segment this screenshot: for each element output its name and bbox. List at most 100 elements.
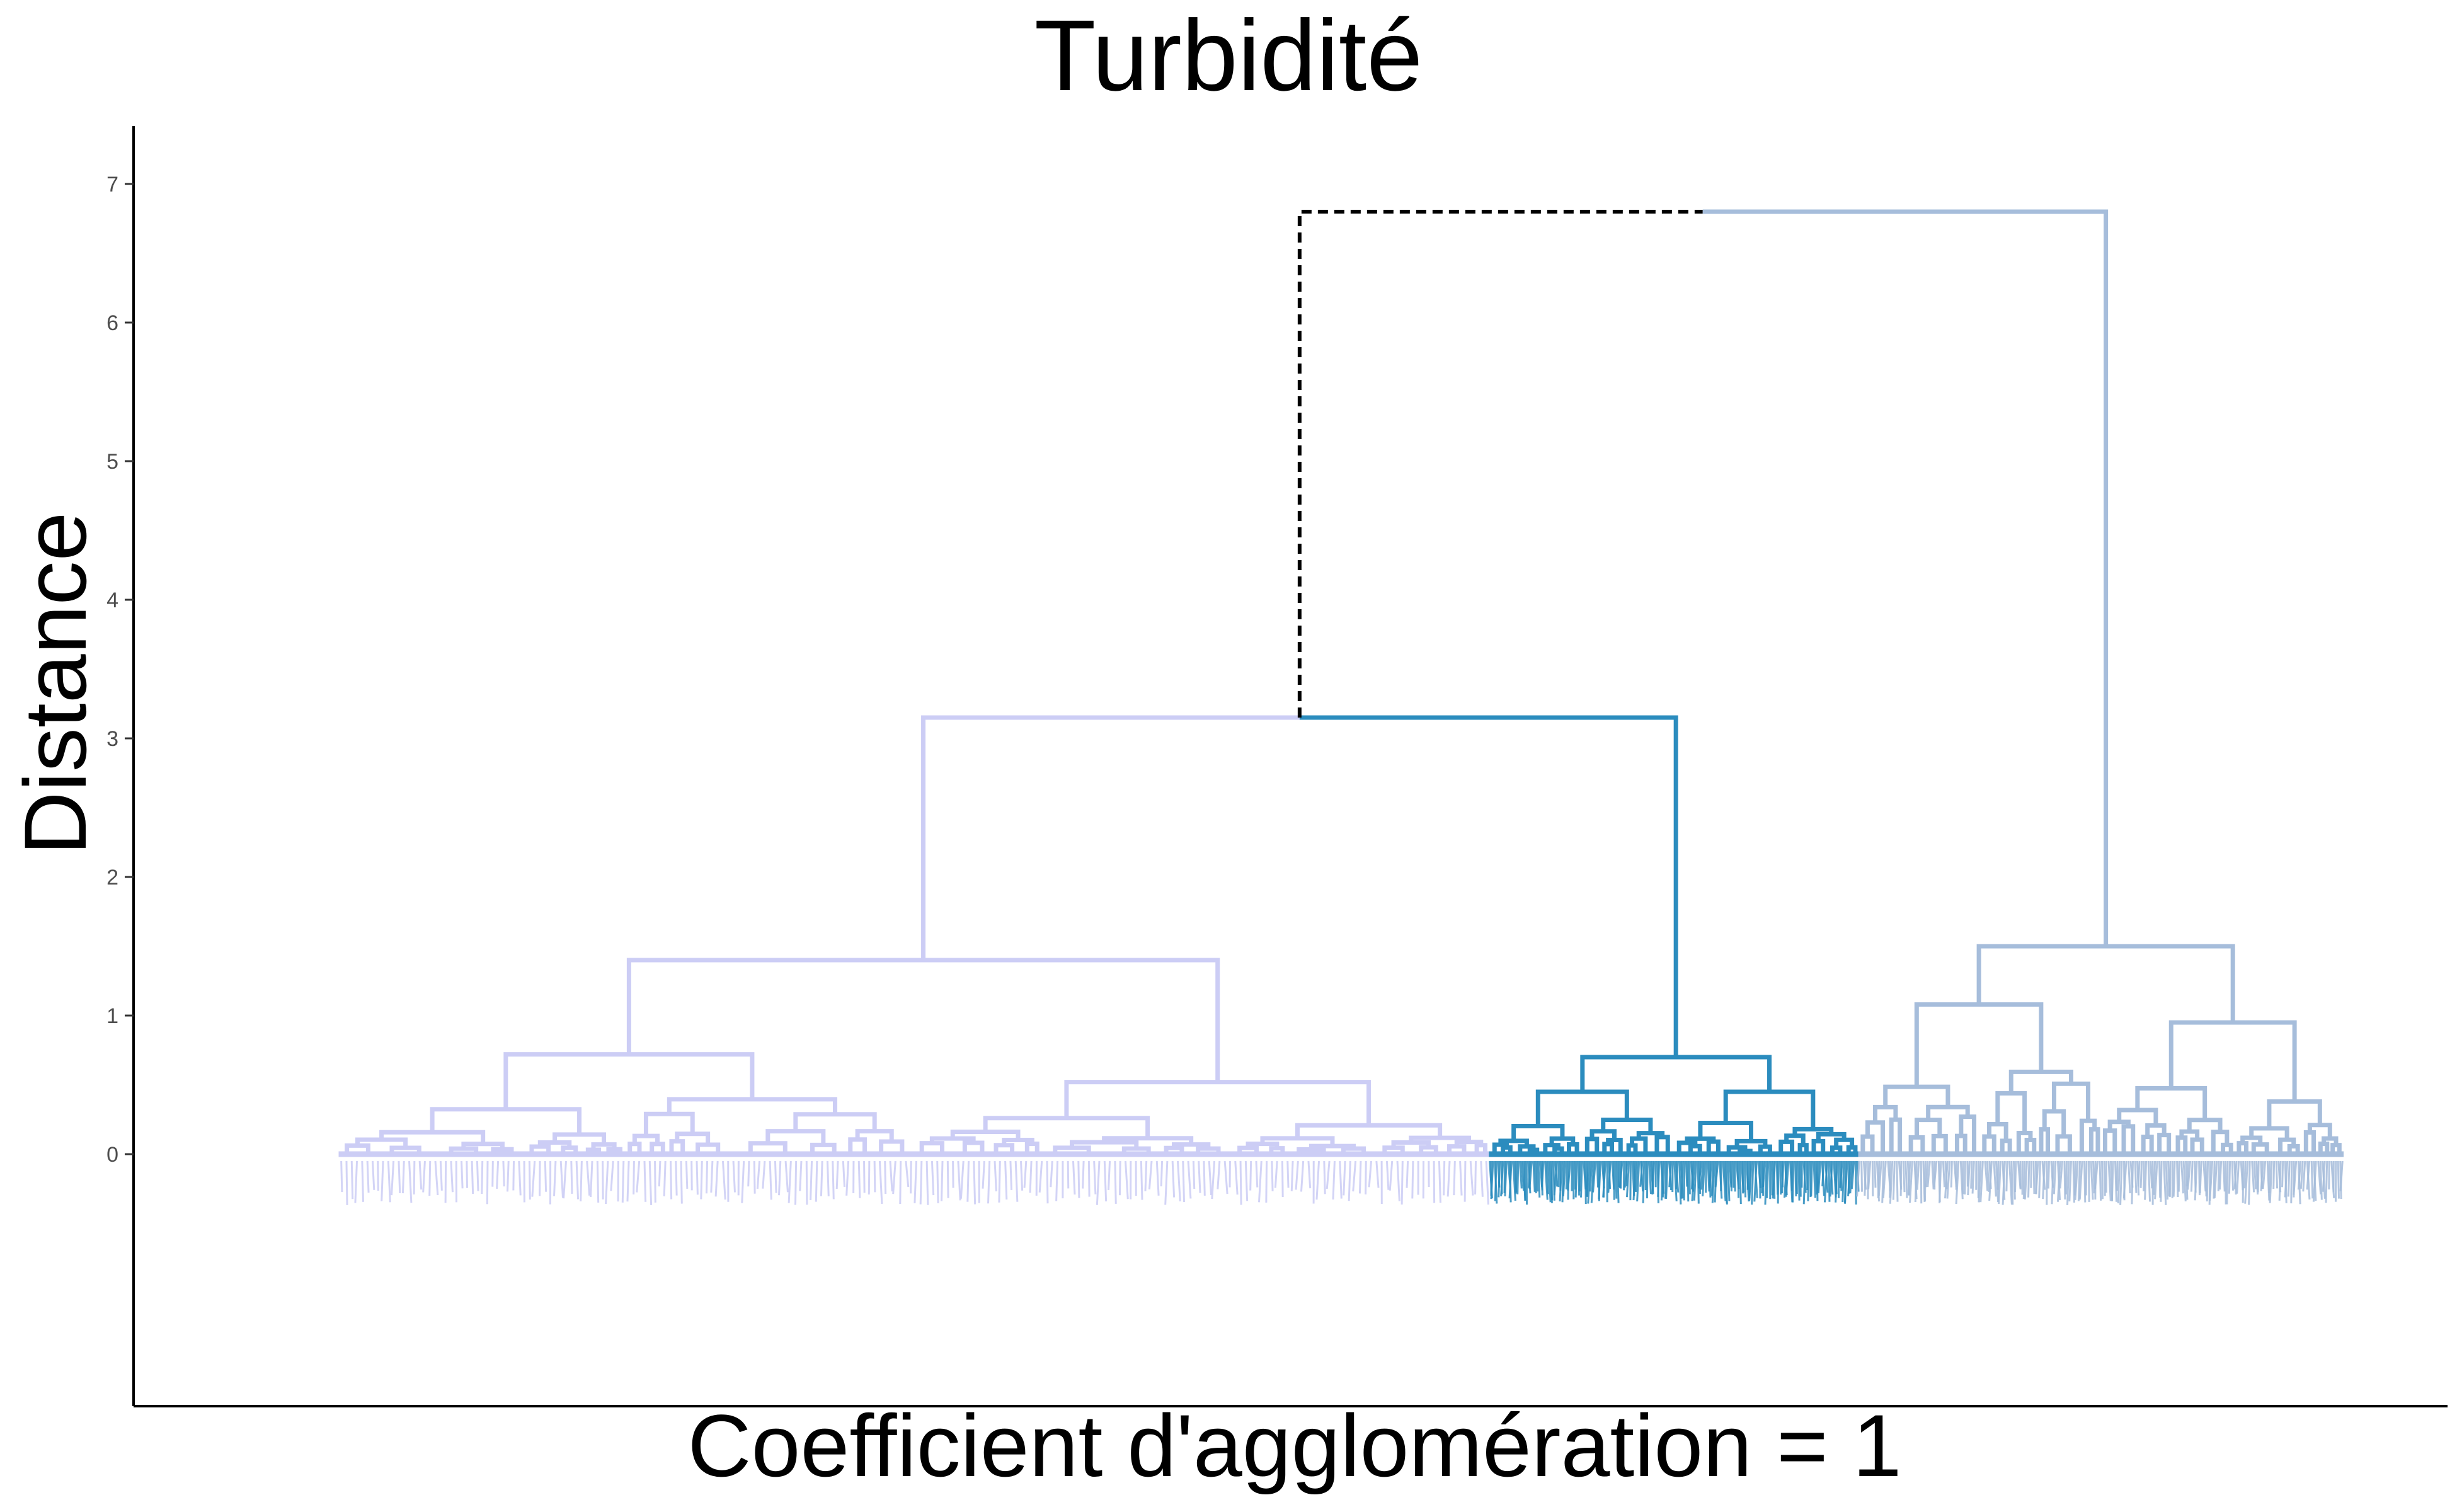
leaf-label bbox=[1625, 1160, 1630, 1198]
leaf-label bbox=[1602, 1160, 1606, 1198]
branch bbox=[491, 1147, 514, 1154]
branch bbox=[2039, 1127, 2050, 1154]
y-tick-label: 1 bbox=[106, 1004, 118, 1028]
branch bbox=[2042, 1109, 2066, 1137]
leaf-label bbox=[559, 1160, 564, 1198]
leaf-label bbox=[741, 1160, 745, 1203]
leaf-label bbox=[1323, 1160, 1326, 1194]
leaf-label bbox=[1847, 1160, 1852, 1196]
leaf-label bbox=[1739, 1160, 1742, 1205]
branch bbox=[1685, 1136, 1716, 1143]
leaf-label bbox=[873, 1160, 876, 1193]
leaf-label bbox=[1700, 1160, 1704, 1190]
leaf-label bbox=[794, 1160, 798, 1205]
leaf-label bbox=[1896, 1160, 1899, 1202]
leaf-label bbox=[1810, 1160, 1813, 1196]
leaf-label bbox=[832, 1160, 835, 1200]
leaf-label bbox=[1587, 1160, 1591, 1204]
leaf-label bbox=[1642, 1160, 1646, 1203]
leaf-label bbox=[2310, 1160, 2314, 1199]
leaf-label bbox=[1164, 1160, 1169, 1205]
leaf-label bbox=[2128, 1160, 2131, 1194]
x-axis-label: Coefficient d'agglomération = 1 bbox=[687, 1396, 1902, 1495]
chart-title: Turbidité bbox=[1034, 0, 1423, 112]
leaf-label bbox=[1710, 1160, 1714, 1196]
branch bbox=[1834, 1137, 1855, 1148]
leaf-label bbox=[471, 1160, 474, 1194]
leaf-label bbox=[1864, 1160, 1867, 1196]
leaf-label bbox=[1931, 1160, 1935, 1189]
merge-1-2-right bbox=[1299, 715, 1678, 1057]
leaf-label bbox=[769, 1160, 772, 1200]
leaf-label bbox=[705, 1160, 709, 1194]
leaf-label bbox=[1096, 1160, 1101, 1205]
leaf-label bbox=[973, 1160, 976, 1205]
leaf-label bbox=[815, 1160, 818, 1202]
leaf-label bbox=[1772, 1160, 1777, 1199]
leaf-label bbox=[1942, 1160, 1946, 1188]
branch bbox=[449, 1146, 479, 1154]
branch bbox=[2318, 1141, 2330, 1154]
leaf-label bbox=[1586, 1160, 1590, 1196]
leaf-label bbox=[1244, 1160, 1249, 1201]
leaf-label bbox=[1892, 1160, 1896, 1200]
leaf-label bbox=[1519, 1160, 1523, 1189]
leaf-label bbox=[1698, 1160, 1702, 1189]
leaf-label bbox=[439, 1160, 443, 1191]
leaf-label bbox=[2059, 1160, 2063, 1189]
leaf-label bbox=[1955, 1160, 1960, 1205]
leaf-label bbox=[553, 1160, 557, 1196]
leaf-label bbox=[2275, 1160, 2279, 1189]
leaf-label bbox=[2038, 1160, 2041, 1198]
leaf-label bbox=[1590, 1160, 1595, 1203]
branch bbox=[1580, 1055, 1772, 1092]
leaf-label bbox=[1255, 1160, 1259, 1188]
leaf-label bbox=[401, 1160, 405, 1194]
branch bbox=[1830, 1145, 1843, 1154]
leaf-label bbox=[1783, 1160, 1788, 1198]
leaf-label bbox=[486, 1160, 489, 1205]
leaf-label bbox=[1821, 1160, 1825, 1187]
branch bbox=[675, 1131, 711, 1145]
leaf-label bbox=[2147, 1160, 2151, 1202]
leaf-label bbox=[610, 1160, 614, 1191]
y-tick-label: 6 bbox=[106, 311, 118, 335]
leaf-label bbox=[2217, 1160, 2220, 1191]
branch bbox=[2121, 1124, 2136, 1154]
leaf-label bbox=[1257, 1160, 1263, 1203]
leaf-label bbox=[1727, 1160, 1731, 1201]
leaf-label bbox=[1029, 1160, 1033, 1193]
leaf-label bbox=[2284, 1160, 2289, 1198]
branch bbox=[627, 1142, 642, 1154]
leaf-label bbox=[1171, 1160, 1176, 1198]
leaf-label bbox=[1673, 1160, 1678, 1201]
leaf-label bbox=[1690, 1160, 1694, 1189]
leaf-label bbox=[2339, 1160, 2344, 1191]
leaf-label bbox=[1967, 1160, 1971, 1196]
leaf-label bbox=[747, 1160, 750, 1187]
branch bbox=[2187, 1118, 2223, 1132]
branch bbox=[1636, 1131, 1665, 1139]
branch bbox=[643, 1111, 695, 1137]
leaf-label bbox=[2182, 1160, 2187, 1201]
leaf-label bbox=[1908, 1160, 1911, 1195]
leaf-label bbox=[1544, 1160, 1549, 1200]
branch bbox=[2157, 1133, 2172, 1154]
leaf-label bbox=[1751, 1160, 1755, 1205]
leaf-label bbox=[2030, 1160, 2032, 1188]
branch bbox=[2240, 1135, 2263, 1145]
leaf-label bbox=[1685, 1160, 1688, 1187]
branch bbox=[1102, 1136, 1194, 1145]
leaf-label bbox=[1082, 1160, 1085, 1189]
leaf-label bbox=[1114, 1160, 1117, 1204]
leaf-label bbox=[1927, 1160, 1931, 1188]
branch bbox=[1738, 1148, 1753, 1154]
leaf-label bbox=[1675, 1160, 1679, 1189]
leaf-label bbox=[377, 1160, 379, 1191]
branch bbox=[1654, 1135, 1670, 1154]
leaf-label bbox=[1744, 1160, 1747, 1198]
leaf-label bbox=[387, 1160, 391, 1203]
branch bbox=[537, 1140, 572, 1148]
leaf-label bbox=[1702, 1160, 1706, 1196]
leaf-label bbox=[714, 1160, 719, 1197]
